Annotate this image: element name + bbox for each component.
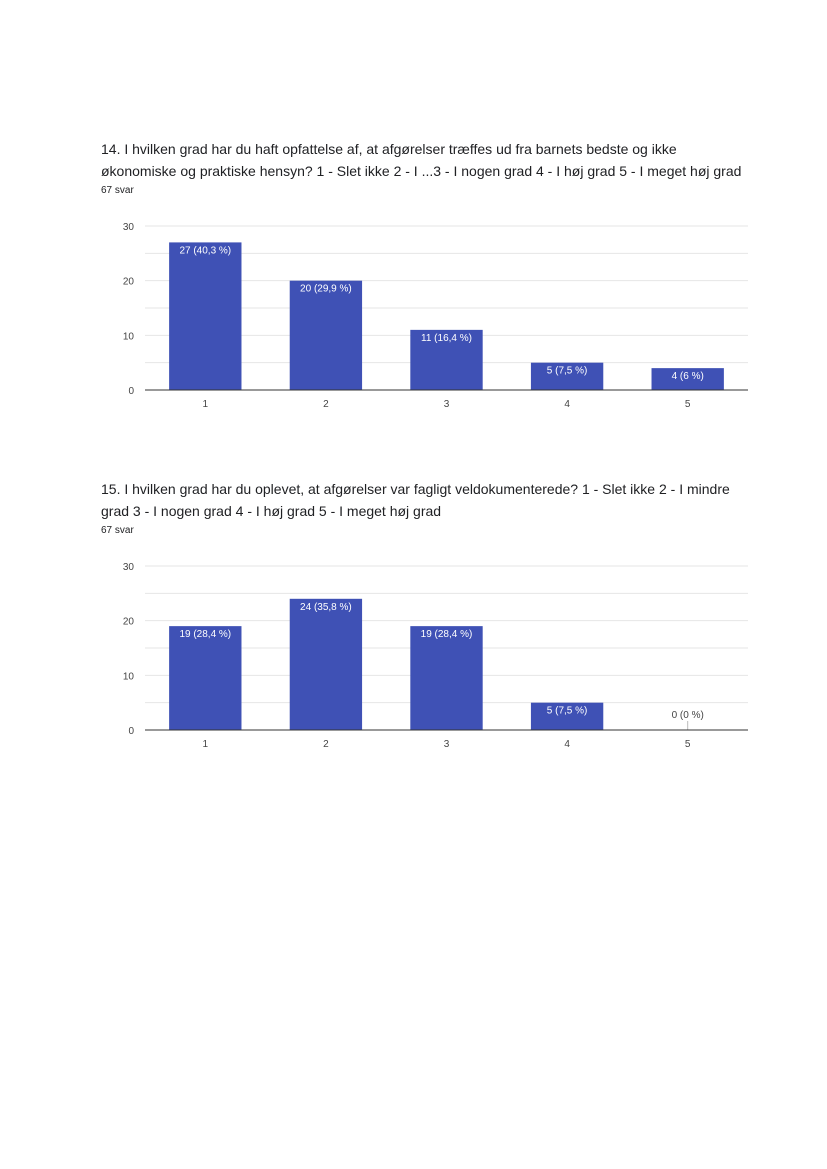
y-tick-label: 0 — [128, 386, 134, 397]
bar-data-label: 27 (40,3 %) — [179, 245, 231, 256]
response-count: 67 svar — [101, 525, 134, 536]
bar-data-label: 4 (6 %) — [672, 371, 704, 382]
bar-data-label: 19 (28,4 %) — [179, 629, 231, 640]
bar — [289, 280, 363, 390]
x-tick-label: 1 — [203, 739, 209, 750]
bar-data-label: 5 (7,5 %) — [547, 366, 588, 377]
bar — [530, 362, 604, 390]
bar-data-label: 20 (29,9 %) — [300, 284, 352, 295]
bar — [169, 242, 242, 390]
bar-data-label: 5 (7,5 %) — [547, 706, 588, 717]
x-tick-label: 3 — [444, 399, 450, 410]
y-tick-label: 20 — [123, 617, 135, 628]
x-tick-label: 5 — [685, 399, 691, 410]
bar — [410, 626, 483, 730]
bar-data-label: 24 (35,8 %) — [300, 602, 352, 613]
y-tick-label: 10 — [123, 671, 135, 682]
response-count: 67 svar — [101, 185, 134, 196]
bar — [410, 329, 483, 390]
y-tick-label: 10 — [123, 331, 135, 342]
bar-data-label: 0 (0 %) — [672, 710, 704, 721]
bar — [289, 598, 363, 730]
bar-data-label: 19 (28,4 %) — [421, 629, 473, 640]
bar-chart-q14: 0 10 20 30 27 (40,3 %) 1 20 (29,9 %) 2 11 (16,4 … — [123, 222, 748, 410]
bar — [169, 626, 242, 730]
bar-chart-q15: 0 10 20 30 19 (28,4 %) 1 24 (35,8 %) 2 19 (28,4 … — [123, 562, 748, 750]
question-title: 15. I hvilken grad har du oplevet, at af… — [101, 481, 730, 519]
x-tick-label: 2 — [323, 739, 329, 750]
x-tick-label: 4 — [564, 739, 570, 750]
bar — [651, 368, 724, 390]
y-tick-label: 20 — [123, 277, 135, 288]
x-tick-label: 2 — [323, 399, 329, 410]
bar-data-label: 11 (16,4 %) — [421, 333, 472, 344]
y-tick-label: 0 — [128, 726, 134, 737]
bar — [530, 702, 604, 730]
x-tick-label: 4 — [564, 399, 570, 410]
question-title: 14. I hvilken grad har du haft opfattels… — [101, 141, 742, 179]
y-tick-label: 30 — [123, 562, 135, 573]
x-tick-label: 1 — [203, 399, 209, 410]
y-tick-label: 30 — [123, 222, 135, 233]
x-tick-label: 3 — [444, 739, 450, 750]
x-tick-label: 5 — [685, 739, 691, 750]
